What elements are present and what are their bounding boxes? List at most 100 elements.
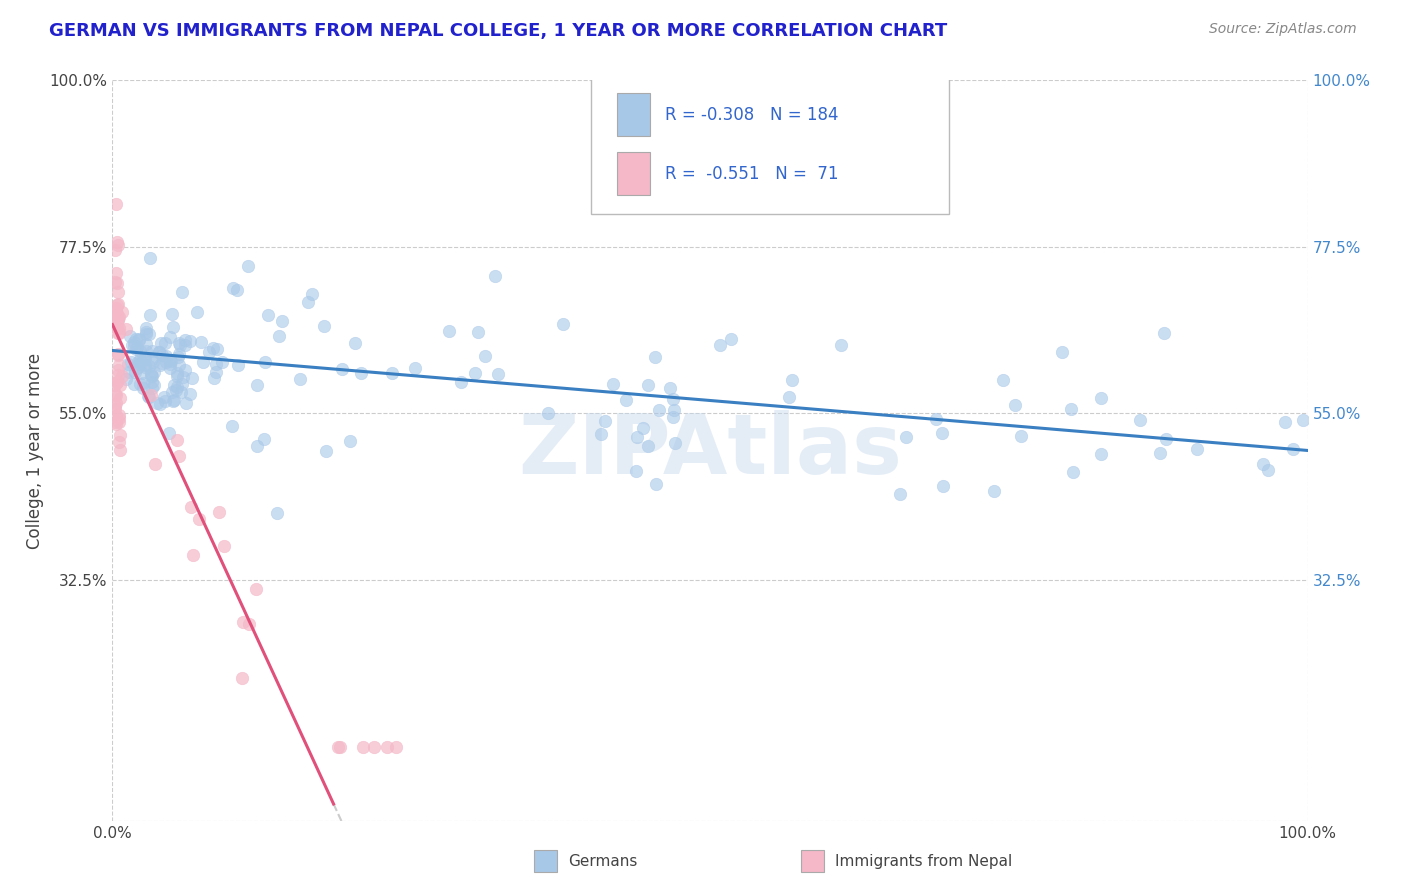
Point bbox=[179, 387, 201, 401]
Point bbox=[169, 359, 191, 373]
Point bbox=[602, 377, 624, 392]
Point bbox=[931, 426, 953, 441]
Point bbox=[104, 387, 127, 401]
Point bbox=[1282, 442, 1305, 456]
Point bbox=[180, 500, 202, 514]
Point bbox=[132, 351, 155, 366]
Point bbox=[128, 351, 150, 366]
Point bbox=[269, 329, 291, 343]
Point bbox=[253, 433, 276, 447]
Point bbox=[662, 403, 685, 417]
Y-axis label: College, 1 year or more: College, 1 year or more bbox=[27, 352, 44, 549]
Point bbox=[108, 443, 131, 458]
Text: Source: ZipAtlas.com: Source: ZipAtlas.com bbox=[1209, 22, 1357, 37]
Point bbox=[159, 354, 181, 368]
Point bbox=[105, 197, 128, 211]
Point bbox=[166, 366, 188, 380]
Point bbox=[124, 332, 146, 346]
Point bbox=[176, 396, 198, 410]
Point bbox=[122, 376, 145, 391]
Point bbox=[131, 376, 153, 391]
Point bbox=[160, 384, 183, 399]
Point bbox=[339, 434, 361, 449]
Point bbox=[108, 358, 131, 372]
Point bbox=[148, 344, 170, 359]
Point bbox=[153, 393, 176, 408]
Point bbox=[159, 329, 181, 343]
Text: R = -0.308   N = 184: R = -0.308 N = 184 bbox=[665, 106, 838, 124]
Point bbox=[167, 350, 190, 364]
Point bbox=[352, 739, 374, 754]
Point bbox=[107, 362, 129, 376]
Point bbox=[486, 368, 509, 382]
Point bbox=[107, 409, 129, 423]
Point bbox=[326, 739, 349, 754]
Point bbox=[138, 390, 160, 404]
Point bbox=[648, 403, 671, 417]
Point bbox=[105, 313, 128, 327]
Point bbox=[155, 355, 177, 369]
Point bbox=[170, 376, 193, 391]
Point bbox=[128, 357, 150, 371]
Point bbox=[221, 281, 243, 295]
Point bbox=[105, 376, 128, 390]
Point bbox=[312, 318, 335, 333]
Point bbox=[166, 380, 188, 394]
Point bbox=[143, 457, 166, 471]
Point bbox=[205, 366, 228, 380]
Point bbox=[212, 539, 235, 553]
Point bbox=[437, 324, 460, 338]
Point bbox=[141, 351, 163, 366]
Point bbox=[139, 251, 162, 265]
Point bbox=[270, 314, 292, 328]
Point bbox=[266, 506, 288, 520]
Point bbox=[104, 409, 127, 424]
Point bbox=[1090, 447, 1112, 461]
Point bbox=[190, 335, 212, 350]
Point bbox=[166, 368, 188, 383]
Text: ZIPAtlas: ZIPAtlas bbox=[517, 410, 903, 491]
Point bbox=[709, 338, 731, 352]
Point bbox=[162, 319, 184, 334]
Point bbox=[238, 617, 260, 632]
Point bbox=[658, 381, 681, 395]
Point bbox=[1153, 326, 1175, 341]
Point bbox=[553, 317, 575, 331]
Point bbox=[315, 444, 337, 458]
Point bbox=[105, 307, 128, 321]
Point bbox=[139, 387, 162, 401]
Point bbox=[108, 321, 131, 335]
Point bbox=[135, 336, 157, 351]
Point bbox=[142, 355, 165, 369]
Point bbox=[1062, 466, 1084, 480]
Point bbox=[226, 358, 249, 372]
Point bbox=[107, 238, 129, 252]
Point bbox=[198, 344, 221, 359]
Point bbox=[141, 381, 163, 395]
Point bbox=[107, 348, 129, 362]
Point bbox=[226, 283, 249, 297]
Point bbox=[108, 411, 131, 425]
Point bbox=[104, 417, 127, 432]
Text: Immigrants from Nepal: Immigrants from Nepal bbox=[835, 854, 1012, 869]
Point bbox=[149, 358, 172, 372]
Point bbox=[163, 392, 186, 407]
Point bbox=[105, 297, 128, 311]
Point bbox=[105, 308, 128, 322]
Point bbox=[624, 464, 647, 478]
Point bbox=[139, 369, 162, 384]
Point bbox=[107, 312, 129, 326]
Point bbox=[108, 427, 131, 442]
Point bbox=[167, 347, 190, 361]
Point bbox=[104, 275, 127, 289]
Point bbox=[1060, 401, 1083, 416]
Point bbox=[108, 391, 131, 405]
Point bbox=[104, 305, 127, 319]
Point bbox=[474, 349, 496, 363]
Point bbox=[236, 259, 259, 273]
Point bbox=[107, 415, 129, 429]
Point bbox=[107, 310, 129, 325]
Point bbox=[589, 427, 612, 442]
Point bbox=[404, 361, 426, 376]
Point bbox=[124, 365, 146, 379]
